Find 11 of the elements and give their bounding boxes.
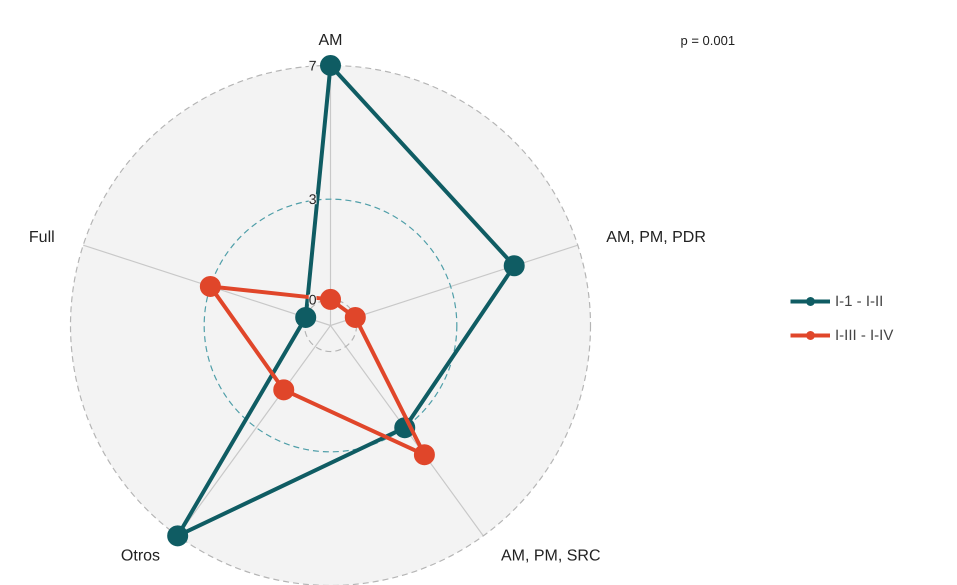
y-tick-label: 7: [308, 58, 317, 74]
spoke-label: AM, PM, SRC: [500, 548, 601, 565]
spoke-label: AM: [318, 32, 342, 49]
spoke-label: Otros: [120, 548, 160, 565]
spoke-label: AM, PM, PDR: [606, 228, 706, 246]
legend-label: I-III - I-IV: [835, 326, 894, 344]
legend-label: I-1 - I-II: [835, 292, 884, 310]
y-tick-label: 3: [308, 191, 317, 208]
y-tick-label: 0: [308, 291, 317, 308]
text: p = 0.001: [680, 33, 736, 48]
spoke-label: Full: [28, 228, 55, 246]
